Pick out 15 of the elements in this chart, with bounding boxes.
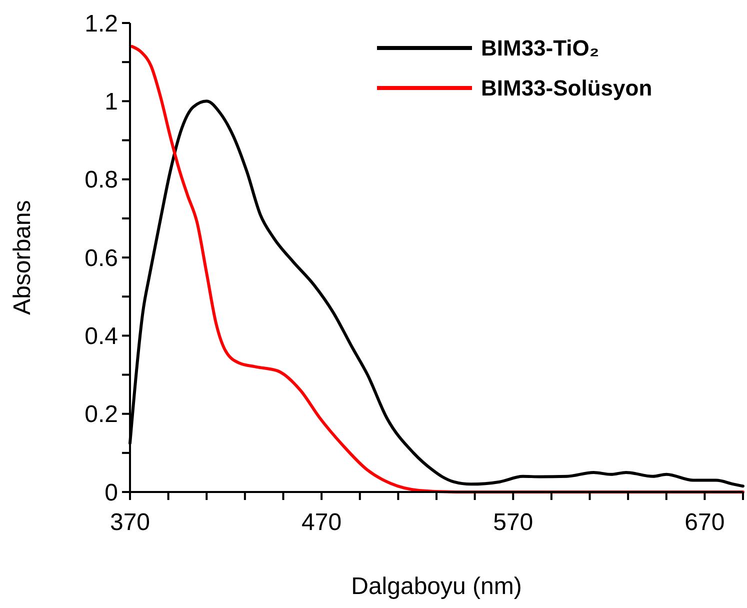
y-tick-label: 0.4: [84, 323, 118, 350]
y-tick-label: 0.6: [84, 244, 118, 272]
y-tick-label: 0.8: [84, 166, 118, 194]
y-tick-label: 0.2: [84, 401, 118, 428]
x-tick-label: 570: [493, 509, 534, 536]
y-tick-label: 0: [104, 479, 118, 506]
y-tick-label: 1.2: [84, 10, 118, 38]
x-tick-label: 370: [110, 509, 150, 536]
legend-label: BIM33-Solüsyon: [481, 76, 652, 101]
x-tick-label: 670: [684, 509, 725, 536]
x-tick-label: 470: [302, 509, 342, 536]
x-axis-title: Dalgaboyu (nm): [351, 573, 522, 600]
y-tick-label: 1: [104, 88, 118, 116]
y-axis-title: Absorbans: [9, 200, 36, 315]
legend-label: BIM33-TiO₂: [481, 36, 600, 61]
